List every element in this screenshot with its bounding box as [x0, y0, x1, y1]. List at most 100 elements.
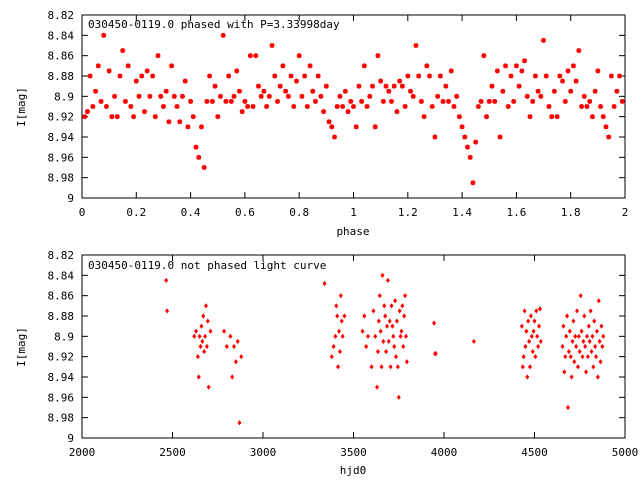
- unphased-data-point: [230, 374, 235, 380]
- unphased-data-point: [575, 308, 580, 314]
- phased-data-point: [82, 114, 88, 120]
- phased-data-point: [380, 99, 386, 104]
- phased-data-point: [435, 93, 441, 99]
- phased-data-point: [386, 88, 392, 94]
- unphased-data-point: [398, 333, 403, 339]
- unphased-data-point: [567, 328, 572, 334]
- phased-data-point: [484, 114, 489, 120]
- unphased-data-point: [400, 303, 405, 309]
- unphased-data-point: [335, 313, 340, 319]
- phased-data-point: [584, 104, 590, 109]
- unphased-data-point: [570, 338, 575, 345]
- unphased-data-point: [386, 338, 391, 345]
- phased-data-point: [614, 88, 620, 94]
- phased-chart: 8.82 8.84 8.86 8.88 8.9 8.92 8.94 8.96 8.98 90 0.2…: [15, 9, 628, 238]
- phased-data-point: [169, 63, 174, 69]
- unphased-data-point: [397, 308, 402, 314]
- phased-ytick-label: 8.98: [48, 172, 75, 185]
- phased-data-point: [234, 68, 240, 74]
- phased-data-point: [120, 48, 126, 53]
- phased-data-point: [329, 124, 335, 130]
- phased-data-point: [337, 93, 343, 99]
- phased-data-point: [109, 114, 115, 120]
- phased-data-point: [446, 99, 451, 104]
- phased-data-point: [209, 99, 215, 104]
- phased-data-point: [552, 88, 557, 94]
- unphased-data-point: [527, 338, 532, 345]
- phased-data-point: [193, 144, 199, 150]
- phased-chart-ticks: 8.82 8.84 8.86 8.88 8.9 8.92 8.94 8.96 8.98 90 0.2…: [48, 9, 629, 219]
- unphased-data-point: [526, 318, 531, 324]
- unphased-data-point: [590, 333, 595, 339]
- unphased-data-point: [165, 308, 170, 314]
- phased-data-point: [296, 53, 302, 59]
- phased-data-point: [533, 73, 538, 79]
- unphased-data-point: [334, 303, 339, 309]
- unphased-data-point: [203, 333, 208, 339]
- unphased-data-point: [377, 293, 382, 299]
- unphased-data-point: [536, 343, 541, 350]
- phased-data-point: [579, 104, 584, 109]
- phased-chart-title: 030450-0119.0 phased with P=3.33998day: [88, 18, 340, 31]
- unphased-data-point: [521, 354, 526, 360]
- unphased-data-point: [569, 374, 574, 380]
- phased-data-point: [283, 88, 289, 94]
- phased-data-point: [383, 83, 389, 89]
- unphased-data-point: [222, 328, 227, 334]
- unphased-data-point: [340, 333, 345, 339]
- unphased-data-point: [537, 323, 542, 329]
- phased-data-point: [155, 53, 161, 59]
- unphased-data-point: [203, 303, 208, 309]
- phased-data-point: [481, 53, 487, 59]
- phased-data-point: [117, 73, 123, 79]
- phased-data-point: [340, 104, 346, 109]
- phased-data-point: [101, 32, 107, 38]
- unphased-data-point: [235, 338, 240, 345]
- unphased-data-point: [592, 318, 597, 324]
- phased-xtick-label: 0.2: [126, 206, 146, 219]
- phased-data-point: [342, 88, 348, 94]
- unphased-data-point: [362, 313, 367, 319]
- unphased-chart-ylabel: I[mag]: [15, 327, 28, 367]
- unphased-data-point: [589, 348, 594, 355]
- unphased-data-point: [329, 354, 334, 360]
- phased-data-point: [470, 180, 476, 186]
- phased-data-point: [619, 99, 625, 104]
- phased-data-point: [114, 114, 120, 120]
- phased-data-point: [182, 78, 188, 84]
- phased-data-point: [87, 73, 93, 79]
- unphased-data-point: [373, 333, 378, 339]
- phased-xtick-label: 0.4: [181, 206, 201, 219]
- phased-data-point: [543, 73, 549, 79]
- phased-data-point: [590, 114, 595, 120]
- unphased-xtick-label: 2000: [69, 446, 96, 459]
- phased-data-point: [313, 99, 318, 104]
- unphased-data-point: [584, 333, 589, 339]
- unphased-data-point: [239, 354, 244, 360]
- unphased-data-point: [389, 303, 394, 309]
- phased-data-point: [364, 104, 370, 109]
- unphased-ytick-label: 9: [67, 432, 74, 445]
- phased-data-point: [554, 114, 560, 120]
- unphased-ytick-label: 8.96: [48, 391, 75, 404]
- phased-data-point: [177, 119, 183, 125]
- phased-data-point: [562, 99, 568, 104]
- unphased-ytick-label: 8.88: [48, 310, 75, 323]
- phased-data-point: [391, 83, 397, 89]
- phased-data-point: [432, 134, 438, 140]
- unphased-data-point: [381, 338, 386, 345]
- phased-data-point: [606, 134, 612, 140]
- phased-data-point: [291, 104, 297, 109]
- phased-xtick-label: 1: [350, 206, 357, 219]
- phased-data-point: [318, 93, 324, 99]
- phased-data-point: [180, 93, 185, 99]
- unphased-ytick-label: 8.92: [48, 351, 75, 364]
- unphased-data-point: [568, 354, 573, 360]
- unphased-data-point: [375, 384, 380, 390]
- phased-data-point: [367, 93, 373, 99]
- phased-data-point: [389, 99, 394, 104]
- unphased-chart-title: 030450-0119.0 not phased light curve: [88, 259, 326, 272]
- unphased-data-point: [380, 272, 385, 278]
- phased-data-point: [361, 63, 367, 69]
- phased-data-point: [242, 99, 248, 104]
